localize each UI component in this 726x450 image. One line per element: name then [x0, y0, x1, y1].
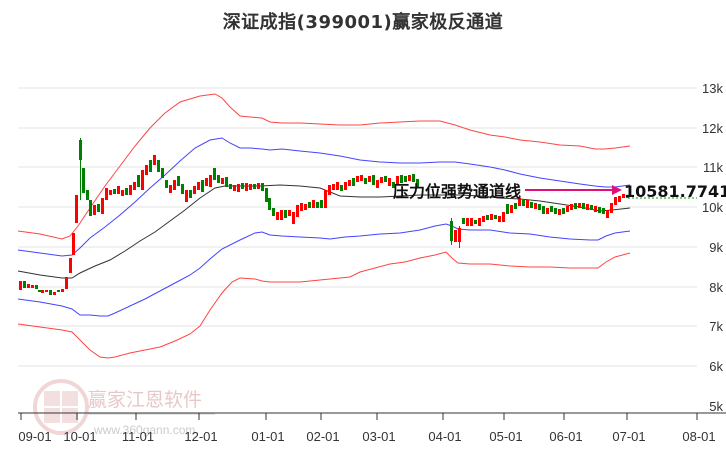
- x-tick-label: 08-01: [682, 429, 715, 444]
- arrow-head-icon: [612, 185, 622, 195]
- x-tick-label: 06-01: [549, 429, 582, 444]
- watermark-brand: 赢家江恩软件: [88, 389, 202, 411]
- y-tick-label: 13k: [702, 81, 723, 96]
- inner-upper-channel: [17, 137, 631, 257]
- x-tick-label: 10-01: [63, 429, 96, 444]
- gridlines: [18, 87, 697, 367]
- y-tick-label: 5k: [709, 399, 723, 414]
- y-axis: 13k 12k 11k 10k 9k 8k 7k 6k 5k: [702, 81, 723, 414]
- y-tick-label: 11k: [703, 160, 723, 175]
- x-tick-label: 05-01: [489, 429, 522, 444]
- y-tick-label: 12k: [702, 121, 723, 136]
- y-tick-label: 10k: [702, 200, 723, 215]
- x-tick-label: 12-01: [184, 429, 217, 444]
- watermark-url: www.360gann.com: [93, 423, 195, 437]
- y-tick-label: 8k: [709, 280, 723, 295]
- inner-lower-channel: [17, 223, 631, 317]
- pressure-line-label: 压力位强势通道线: [393, 182, 521, 201]
- middle-line: [17, 184, 631, 279]
- x-tick-label: 01-01: [251, 429, 284, 444]
- x-tick-label: 07-01: [612, 429, 645, 444]
- y-tick-label: 9k: [709, 240, 723, 255]
- x-tick-label: 02-01: [306, 429, 339, 444]
- y-tick-label: 6k: [709, 359, 723, 374]
- outer-upper-channel: [17, 93, 631, 240]
- price-value-label: 10581.7741: [624, 182, 726, 201]
- x-tick-label: 11-01: [122, 429, 154, 444]
- y-tick-label: 7k: [709, 319, 723, 334]
- pressure-arrow: [525, 185, 622, 195]
- outer-lower-channel: [17, 251, 631, 359]
- x-tick-label: 09-01: [18, 429, 51, 444]
- x-axis: 09-01 10-01 11-01 12-01 01-01 02-01 03-0…: [18, 412, 726, 444]
- candlesticks: [19, 138, 629, 295]
- watermark: 赢家江恩软件 www.360gann.com: [33, 379, 215, 437]
- chart-title: 深证成指(399001)赢家极反通道: [222, 12, 504, 33]
- x-tick-label: 03-01: [362, 429, 395, 444]
- x-tick-label: 04-01: [428, 429, 461, 444]
- watermark-logo-icon: [33, 379, 89, 435]
